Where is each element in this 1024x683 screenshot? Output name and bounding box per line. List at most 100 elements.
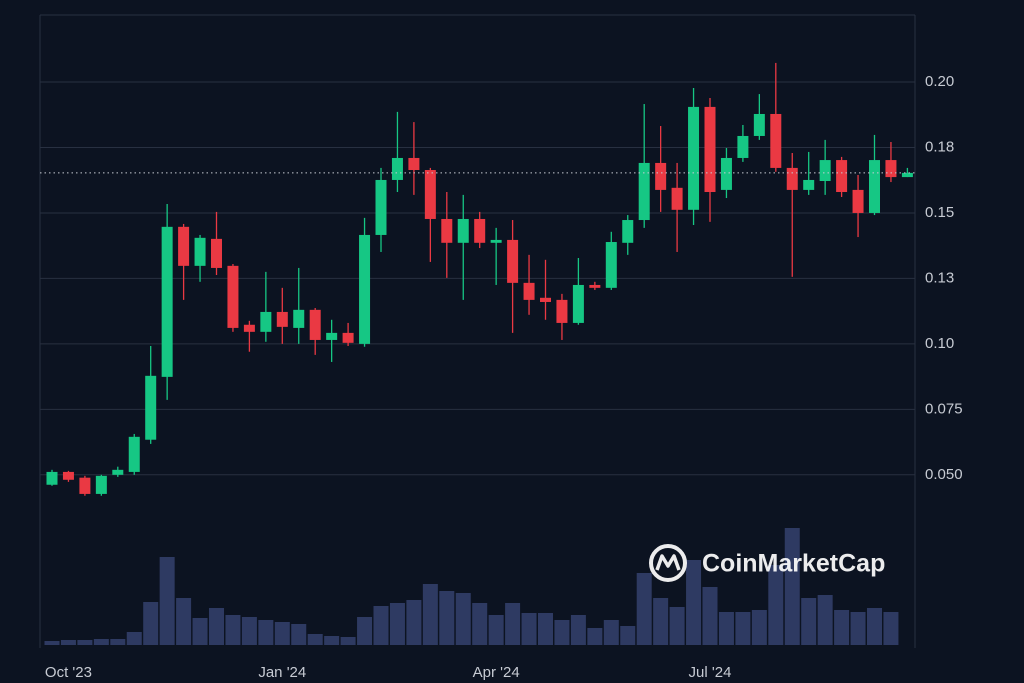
candle-body (211, 238, 222, 268)
candle-body (178, 226, 190, 266)
volume-bar (570, 615, 586, 645)
y-tick-label: 0.050 (925, 466, 963, 483)
candle-body (293, 309, 305, 328)
candle-body (260, 311, 272, 332)
volume-bar (291, 624, 307, 645)
volume-bar (801, 598, 817, 645)
volume-bar (669, 607, 685, 645)
volume-bar (784, 528, 800, 645)
volume-bar (455, 593, 471, 645)
candle-body (589, 284, 601, 288)
candle-body (704, 106, 716, 193)
volume-bar (176, 598, 192, 645)
candle-body (441, 218, 453, 243)
volume-bar (307, 634, 323, 645)
candle-body (737, 135, 749, 158)
volume-bar (718, 612, 734, 645)
y-tick-label: 0.15 (925, 204, 954, 221)
candle-body (474, 218, 486, 243)
volume-bar (143, 602, 159, 645)
candle-body (523, 282, 535, 300)
candle-body (309, 309, 321, 340)
volume-bar (538, 613, 553, 645)
volume-bar (126, 632, 142, 645)
volume-bar (93, 639, 109, 645)
volume-bar (60, 640, 76, 645)
candle-body (572, 284, 584, 323)
candle-body (128, 436, 140, 472)
volume-bar (620, 626, 636, 645)
y-tick-label: 0.13 (925, 269, 954, 286)
candle-body (227, 265, 239, 328)
candle-body (671, 187, 683, 210)
volume-bar (751, 610, 767, 645)
volume-bar (735, 612, 751, 645)
candle-body (161, 226, 173, 377)
candle-body (276, 311, 288, 327)
volume-layer (44, 528, 899, 645)
volume-bar (274, 622, 290, 645)
watermark-logo-mark (655, 554, 681, 571)
watermark-logo (649, 544, 687, 582)
candle-body (145, 375, 157, 440)
candle-body (507, 239, 519, 283)
x-tick-label: Jan '24 (258, 664, 306, 681)
candle-body (819, 160, 831, 182)
volume-bar (110, 639, 126, 645)
volume-bar (77, 640, 93, 645)
candle-body (342, 332, 354, 343)
candle-body (753, 113, 765, 136)
y-tick-label: 0.10 (925, 335, 954, 352)
volume-bar (587, 628, 603, 645)
y-tick-label: 0.20 (925, 73, 954, 90)
y-tick-label: 0.075 (925, 400, 963, 417)
watermark-text: CoinMarketCap (702, 550, 885, 578)
candle-body (79, 477, 91, 494)
volume-bar (241, 617, 257, 645)
candle-body (540, 297, 551, 302)
volume-bar (686, 560, 702, 645)
volume-bar (488, 615, 504, 645)
volume-bar (44, 641, 60, 645)
candle-body (622, 220, 634, 243)
volume-bar (225, 615, 241, 645)
volume-bar (159, 557, 175, 645)
volume-bar (702, 587, 718, 645)
volume-bar (439, 591, 455, 645)
candle-body (194, 237, 206, 266)
volume-bar (817, 595, 833, 645)
candle-body (46, 471, 58, 485)
candle-body (786, 167, 798, 190)
candle-body (869, 160, 880, 213)
candle-body (359, 234, 371, 344)
volume-bar (209, 608, 224, 645)
x-tick-label: Jul '24 (689, 664, 732, 681)
candle-body (62, 471, 74, 480)
volume-bar (422, 584, 438, 645)
candle-body (424, 170, 436, 219)
candle-body (490, 239, 502, 243)
volume-bar (258, 620, 274, 645)
candle-body (655, 162, 667, 190)
volume-bar (850, 612, 866, 645)
volume-bar (192, 618, 208, 645)
volume-bar (883, 612, 899, 645)
candle-body (836, 160, 848, 193)
candle-body (688, 106, 700, 210)
volume-bar (472, 603, 488, 645)
volume-bar (389, 603, 405, 645)
volume-bar (636, 573, 652, 645)
candle-body (112, 469, 124, 475)
volume-bar (521, 613, 537, 645)
candle-body (243, 324, 255, 332)
volume-bar (357, 617, 373, 645)
candle-body (375, 179, 387, 235)
volume-bar (554, 620, 570, 645)
candle-body (326, 332, 338, 340)
watermark: CoinMarketCap (649, 544, 885, 582)
volume-bar (340, 637, 356, 645)
volume-bar (505, 603, 521, 645)
candle-body (770, 113, 782, 168)
candle-body (95, 475, 107, 494)
